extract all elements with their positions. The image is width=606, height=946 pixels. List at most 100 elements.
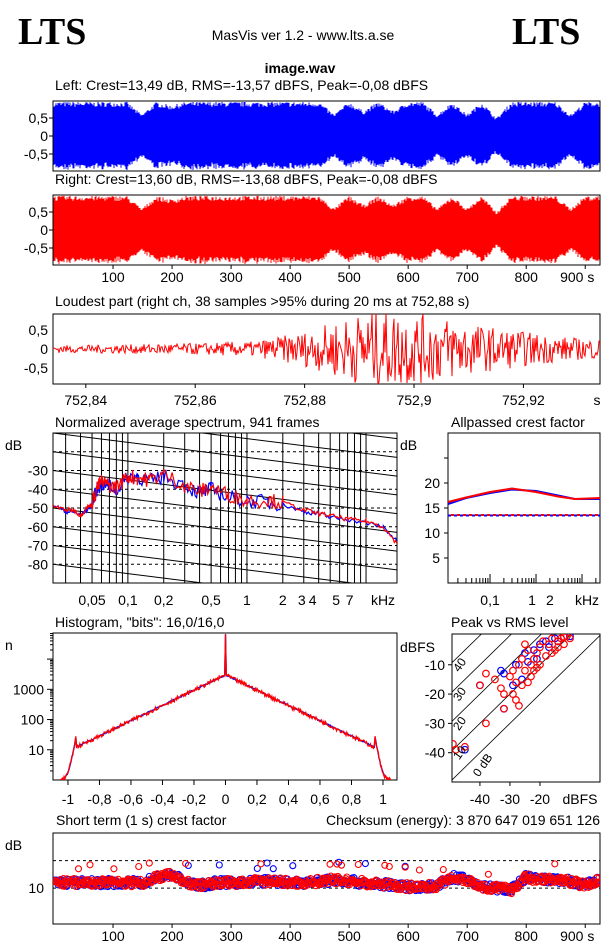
x-tick-label: 752,92: [502, 392, 545, 408]
crest-point-left: [263, 859, 271, 867]
scatter-point-left: [461, 745, 469, 754]
spectrum-title: Normalized average spectrum, 941 frames: [55, 414, 320, 430]
x-tick-label: 752,9: [396, 392, 431, 408]
x-tick-label: 700: [456, 269, 480, 285]
left-title: Left: Crest=13,49 dB, RMS=-13,57 dBFS, P…: [55, 77, 428, 93]
diagonal-line: [452, 634, 513, 693]
x-tick-label: 900 s: [560, 269, 594, 285]
x-tick-label: 800: [515, 928, 539, 944]
scatter-point-left: [500, 669, 508, 678]
x-tick-label: 2: [546, 592, 554, 608]
x-tick-label: 300: [219, 269, 243, 285]
y-tick-label: 0: [40, 341, 48, 357]
crest-point-left: [361, 860, 369, 868]
scatter-point-right: [560, 640, 568, 649]
x-tick-label: -30: [500, 791, 520, 807]
crest-point-right: [84, 876, 92, 884]
allpass-crest-plot: [444, 432, 601, 584]
x-tick-label: 0,1: [118, 592, 138, 608]
y-tick-label: -10: [425, 657, 445, 673]
scatter-point-right: [482, 719, 490, 728]
crest-point-right: [379, 884, 387, 892]
x-tick-label: 0,1: [480, 592, 500, 608]
x-tick-label: 100: [101, 269, 125, 285]
slope-line: [53, 488, 397, 533]
y-tick-label: -30: [425, 715, 445, 731]
scatter-point-right: [509, 666, 517, 675]
x-tick-label: 300: [219, 928, 243, 944]
x-tick-label: 600: [396, 269, 420, 285]
scatter-point-right: [515, 701, 523, 710]
y-axis-label: dB: [400, 437, 417, 453]
y-tick-label: -70: [28, 538, 48, 554]
crest-point-right: [182, 859, 190, 868]
x-tick-label: 7: [346, 592, 354, 608]
y-tick-label: -20: [425, 686, 445, 702]
x-tick-label: 500: [337, 269, 361, 285]
x-tick-label: 500: [337, 928, 361, 944]
crest-point-right: [222, 876, 230, 884]
scatter-point-right: [461, 742, 469, 751]
x-tick-label: -0,2: [182, 791, 206, 807]
y-tick-label: 15: [424, 500, 440, 516]
x-tick-label: 1: [243, 592, 251, 608]
scatter-point-left: [518, 675, 526, 684]
slope-line: [53, 433, 397, 477]
checksum-label: Checksum (energy): 3 870 647 019 651 126: [326, 812, 600, 828]
histogram-title: Histogram, "bits": 16,0/16,0: [55, 614, 225, 630]
peak-vs-rms-plot-frame: [451, 633, 601, 783]
crest-point-left: [289, 862, 297, 870]
x-tick-label: 0,2: [247, 791, 267, 807]
scatter-point-left: [512, 660, 520, 669]
crest-point-right: [124, 875, 132, 883]
scatter-point-right: [518, 681, 526, 690]
x-tick-label: 752,88: [283, 392, 326, 408]
x-tick-label: 800: [515, 269, 539, 285]
crest-point-right: [110, 865, 118, 873]
x-tick-label: 200: [160, 928, 184, 944]
crest-point-right: [135, 862, 143, 871]
slope-line: [53, 470, 397, 515]
allpass-crest-plot-frame: [447, 432, 601, 584]
diagonal-line: [452, 634, 600, 781]
x-unit-label: s: [594, 392, 601, 408]
x-tick-label: 400: [278, 928, 302, 944]
crest-point-right: [333, 860, 341, 868]
crest-point-right: [314, 873, 322, 881]
diagonal-line: [452, 634, 482, 664]
scatter-point-right: [533, 649, 541, 657]
scatter-point-right: [548, 649, 556, 657]
y-tick-label: 5: [432, 550, 440, 566]
scatter-point-right: [500, 704, 508, 713]
slope-line: [53, 545, 357, 583]
diagonal-label: 20: [450, 714, 469, 733]
crest-point-right: [354, 860, 362, 869]
x-tick-label: 0,05: [78, 592, 105, 608]
peak-vs-rms-plot: [448, 633, 601, 786]
y-axis-label: dB: [5, 837, 22, 853]
y-tick-label: -0,5: [24, 240, 48, 256]
crest-point-right: [594, 878, 600, 886]
scatter-point-right: [533, 663, 541, 672]
spectrum-plot-frame: [52, 432, 398, 584]
x-tick-label: 1: [379, 791, 387, 807]
crest-point-right: [73, 880, 81, 888]
scatter-point-right: [509, 690, 517, 698]
crest-point-right: [86, 861, 94, 869]
x-unit-label: dBFS: [562, 791, 597, 807]
short_term_crest-title: Short term (1 s) crest factor: [56, 812, 227, 828]
x-tick-label: 1: [528, 592, 536, 608]
right-waveform: [53, 195, 600, 265]
spectrum-plot: [52, 432, 398, 584]
right-waveform-plot: [49, 194, 601, 269]
y-tick-label: 0,5: [29, 110, 49, 126]
y-tick-label: 0,5: [29, 204, 49, 220]
x-tick-label: 0: [222, 791, 230, 807]
app-title: MasVis ver 1.2 - www.lts.a.se: [212, 27, 395, 43]
scatter-point-right: [521, 666, 529, 675]
scatter-point-right: [500, 690, 508, 698]
x-tick-label: 700: [456, 928, 480, 944]
diagonal-label: 30: [450, 684, 469, 703]
x-tick-label: 900 s: [560, 928, 594, 944]
left-waveform: [53, 101, 600, 170]
